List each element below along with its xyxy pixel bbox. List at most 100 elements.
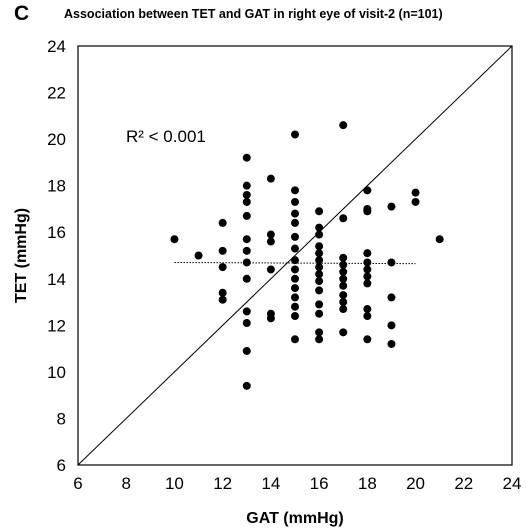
x-tick-label: 14 [261, 474, 280, 493]
x-tick-label: 16 [310, 474, 329, 493]
data-point [291, 265, 299, 274]
data-point [242, 319, 251, 328]
y-tick-label: 24 [47, 37, 66, 56]
data-point [242, 197, 251, 206]
data-point [315, 256, 324, 265]
data-point [218, 218, 227, 227]
data-point [387, 202, 396, 211]
data-point [242, 235, 251, 244]
data-point [266, 314, 275, 323]
data-point [291, 302, 299, 311]
y-tick-label: 20 [47, 130, 66, 149]
y-axis-label: TET (mmHg) [13, 208, 30, 303]
data-point [242, 346, 251, 355]
data-point [387, 293, 396, 302]
data-point [339, 260, 348, 269]
data-point [339, 328, 348, 337]
data-point [363, 305, 372, 314]
data-point [291, 284, 299, 293]
data-point [387, 258, 396, 267]
data-point [315, 223, 324, 232]
data-point [315, 263, 324, 272]
data-point [242, 181, 251, 190]
data-point [339, 298, 348, 307]
data-point [315, 242, 324, 251]
data-point [266, 174, 275, 183]
data-point [339, 253, 348, 262]
reference-lines [77, 45, 513, 466]
data-point [363, 207, 372, 216]
data-point [218, 295, 227, 304]
data-point [242, 274, 251, 283]
axis-ticks: 6 8 10 12 14 16 18 20 22 24 6 8 10 12 14 16 18 20 22 24 [47, 37, 521, 493]
data-point [242, 381, 251, 390]
y-tick-label: 8 [57, 409, 66, 428]
data-point [363, 279, 372, 288]
data-point [291, 256, 299, 265]
data-point [339, 281, 348, 290]
data-point [363, 312, 372, 321]
data-point [266, 230, 275, 239]
x-axis-label: GAT (mmHg) [246, 510, 343, 527]
data-point [315, 277, 324, 286]
y-tick-label: 16 [47, 223, 66, 242]
data-point [266, 237, 275, 246]
data-point [411, 197, 420, 206]
data-points [170, 121, 444, 390]
data-point [242, 258, 251, 267]
data-point [291, 293, 299, 302]
data-point [218, 263, 227, 272]
x-tick-label: 20 [406, 474, 425, 493]
data-point [363, 265, 372, 274]
data-point [194, 251, 203, 260]
x-tick-label: 24 [503, 474, 522, 493]
data-point [363, 272, 372, 281]
data-point [291, 130, 299, 139]
data-point [242, 153, 251, 162]
y-tick-label: 6 [57, 456, 66, 475]
x-tick-label: 18 [358, 474, 377, 493]
data-point [339, 267, 348, 276]
data-point [291, 232, 299, 241]
data-point [339, 305, 348, 314]
data-point [387, 339, 396, 348]
data-point [242, 246, 251, 255]
data-point [315, 309, 324, 318]
data-point [315, 328, 324, 337]
data-point [291, 312, 299, 321]
data-point [291, 218, 299, 227]
identity-line [77, 45, 513, 466]
data-point [435, 235, 444, 244]
data-point [339, 121, 348, 130]
data-point [315, 249, 324, 258]
data-point [411, 188, 420, 197]
x-tick-label: 12 [213, 474, 232, 493]
data-point [242, 190, 251, 199]
y-tick-label: 18 [47, 177, 66, 196]
x-tick-label: 10 [165, 474, 184, 493]
data-point [291, 209, 299, 218]
data-point [315, 335, 324, 344]
panel-label: C [14, 2, 30, 25]
data-point [339, 291, 348, 300]
data-point [218, 288, 227, 297]
data-point [363, 186, 372, 195]
data-point [291, 197, 299, 206]
x-tick-label: 8 [121, 474, 130, 493]
data-point [170, 235, 179, 244]
y-tick-label: 22 [47, 84, 66, 103]
data-point [363, 249, 372, 258]
plot-frame [77, 45, 513, 466]
x-tick-label: 6 [73, 474, 82, 493]
data-point [242, 307, 251, 316]
chart-title: Association between TET and GAT in right… [64, 7, 443, 21]
data-point [315, 207, 324, 216]
data-point [363, 258, 372, 267]
data-point [363, 335, 372, 344]
x-tick-label: 22 [454, 474, 473, 493]
data-point [339, 214, 348, 223]
data-point [387, 321, 396, 330]
data-point [218, 246, 227, 255]
